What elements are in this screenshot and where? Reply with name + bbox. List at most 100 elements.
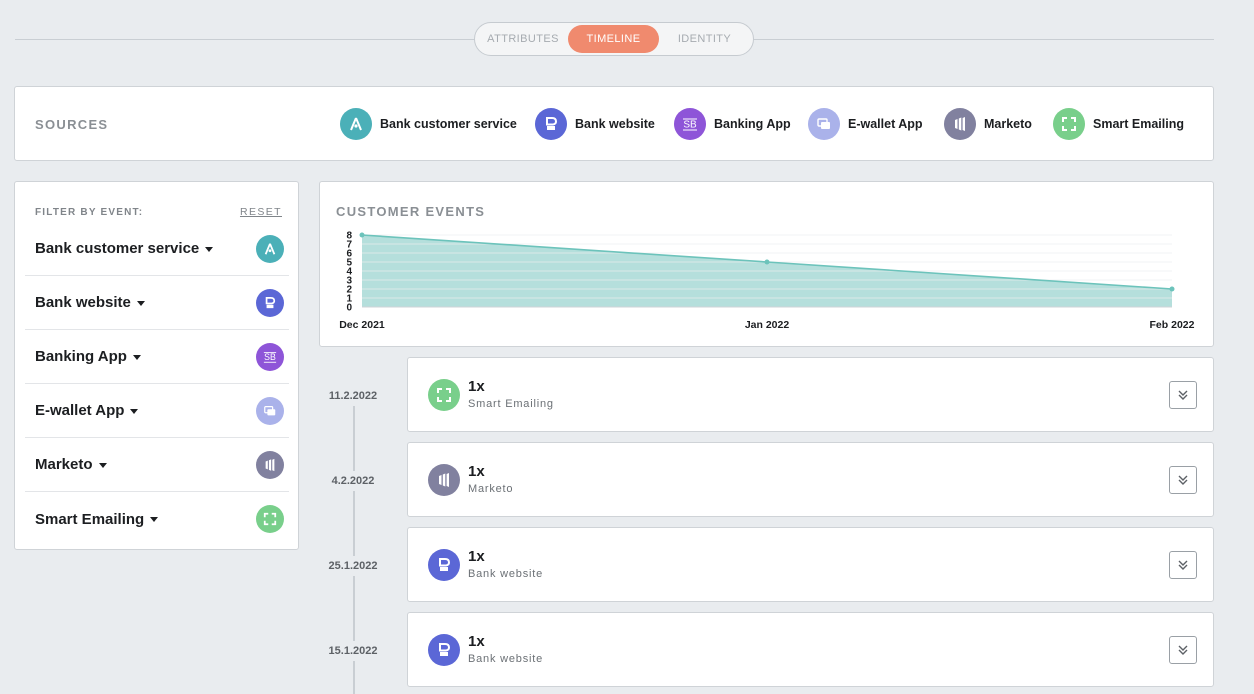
expand-button[interactable] (1169, 466, 1197, 494)
chart-point (359, 232, 365, 238)
source-smart-emailing[interactable]: Smart Emailing (1053, 108, 1184, 140)
bank-customer-service-icon (256, 234, 284, 263)
event-source: Smart Emailing (468, 398, 554, 410)
caret-down-icon (150, 517, 159, 522)
source-label: Banking App (714, 117, 791, 131)
timeline-event: 1x Smart Emailing (407, 357, 1214, 432)
filter-item-smart-emailing[interactable]: Smart Emailing (25, 492, 289, 546)
source-marketo[interactable]: Marketo (944, 108, 1032, 140)
timeline-event: 1x Bank website (407, 612, 1214, 687)
chart-y-tick-label: 3 (346, 276, 352, 287)
chart-x-tick-label: Feb 2022 (1150, 319, 1195, 331)
svg-text:SB: SB (683, 120, 697, 131)
caret-down-icon (132, 354, 141, 360)
ewallet-app-icon (808, 108, 840, 140)
filter-title: FILTER BY EVENT: (35, 207, 144, 218)
marketo-icon (256, 450, 284, 479)
event-count: 1x (468, 378, 485, 395)
expand-button[interactable] (1169, 381, 1197, 409)
expand-button[interactable] (1169, 636, 1197, 664)
filter-reset-link[interactable]: RESET (239, 206, 282, 218)
chart-y-tick-label: 4 (346, 267, 352, 278)
chart-y-tick-label: 6 (346, 249, 352, 260)
filter-item-banking-app[interactable]: Banking App SB (25, 330, 289, 384)
filter-item-marketo[interactable]: Marketo (25, 438, 289, 492)
expand-button[interactable] (1169, 551, 1197, 579)
double-chevron-down-icon (1178, 645, 1188, 655)
chart-y-tick-label: 2 (346, 285, 352, 296)
sources-panel: SOURCES Bank customer service Bank websi… (14, 86, 1214, 161)
filter-item-label: E-wallet App (35, 402, 125, 419)
tab-identity[interactable]: IDENTITY (677, 33, 732, 45)
event-count: 1x (468, 548, 485, 565)
smart-emailing-icon (256, 505, 284, 533)
chart-point (764, 259, 770, 265)
source-label: Smart Emailing (1093, 117, 1184, 131)
chart-y-tick-label: 0 (346, 303, 352, 314)
marketo-icon (428, 464, 460, 496)
source-banking-app[interactable]: SB Banking App (674, 108, 791, 140)
event-source: Bank website (468, 653, 544, 665)
timeline-event: 1x Marketo (407, 442, 1214, 517)
caret-down-icon (205, 246, 214, 252)
filter-panel: FILTER BY EVENT: RESET Bank customer ser… (14, 181, 299, 550)
chart-point (1169, 286, 1175, 292)
filter-item-bank-customer-service[interactable]: Bank customer service (25, 222, 289, 276)
filter-item-label: Banking App (35, 348, 127, 365)
bank-website-icon (535, 108, 567, 140)
bank-website-icon (428, 634, 460, 666)
chart-y-tick-label: 5 (346, 258, 352, 269)
banking-app-icon: SB (256, 342, 284, 371)
event-count: 1x (468, 633, 485, 650)
chart-x-tick-label: Dec 2021 (339, 319, 385, 331)
source-ewallet-app[interactable]: E-wallet App (808, 108, 923, 140)
filter-item-label: Marketo (35, 456, 93, 473)
timeline-line (353, 405, 355, 694)
bank-website-icon (256, 288, 284, 317)
bank-website-icon (428, 549, 460, 581)
caret-down-icon (136, 300, 145, 306)
ewallet-app-icon (256, 396, 284, 425)
double-chevron-down-icon (1178, 390, 1188, 400)
event-count: 1x (468, 463, 485, 480)
source-label: Bank website (575, 117, 655, 131)
filter-item-label: Smart Emailing (35, 510, 145, 528)
event-source: Marketo (468, 483, 514, 495)
source-label: E-wallet App (848, 117, 923, 131)
sources-title: SOURCES (35, 117, 109, 132)
source-bank-customer-service[interactable]: Bank customer service (340, 108, 517, 140)
chart-y-tick-label: 8 (346, 231, 352, 242)
source-bank-website[interactable]: Bank website (535, 108, 655, 140)
chart-y-tick-label: 7 (346, 240, 352, 251)
customer-events-chart-card: CUSTOMER EVENTS 0 1 2 3 4 5 6 7 8 Dec 2021 Jan 202… (319, 181, 1214, 347)
marketo-icon (944, 108, 976, 140)
double-chevron-down-icon (1178, 475, 1188, 485)
source-label: Bank customer service (380, 117, 517, 131)
tab-timeline[interactable]: TIMELINE (568, 25, 659, 53)
chart-x-tick-label: Jan 2022 (745, 319, 790, 331)
chart-title: CUSTOMER EVENTS (336, 204, 486, 219)
timeline-date: 11.2.2022 (310, 386, 396, 406)
event-source: Bank website (468, 568, 544, 580)
timeline-date: 4.2.2022 (310, 471, 396, 491)
smart-emailing-icon (428, 379, 460, 411)
source-label: Marketo (984, 117, 1032, 131)
bank-customer-service-icon (340, 108, 372, 140)
smart-emailing-icon (1053, 108, 1085, 140)
svg-text:SB: SB (264, 352, 276, 362)
chart-y-tick-label: 1 (346, 294, 352, 305)
filter-item-bank-website[interactable]: Bank website (25, 276, 289, 330)
banking-app-icon: SB (674, 108, 706, 140)
filter-item-ewallet-app[interactable]: E-wallet App (25, 384, 289, 438)
tab-attributes[interactable]: ATTRIBUTES (487, 33, 559, 45)
timeline-event: 1x Bank website (407, 527, 1214, 602)
timeline-date: 25.1.2022 (310, 556, 396, 576)
caret-down-icon (130, 408, 139, 414)
view-tabs: ATTRIBUTES TIMELINE IDENTITY (474, 22, 754, 56)
timeline-date: 15.1.2022 (310, 641, 396, 661)
caret-down-icon (98, 462, 107, 468)
double-chevron-down-icon (1178, 560, 1188, 570)
filter-item-label: Bank website (35, 294, 131, 311)
